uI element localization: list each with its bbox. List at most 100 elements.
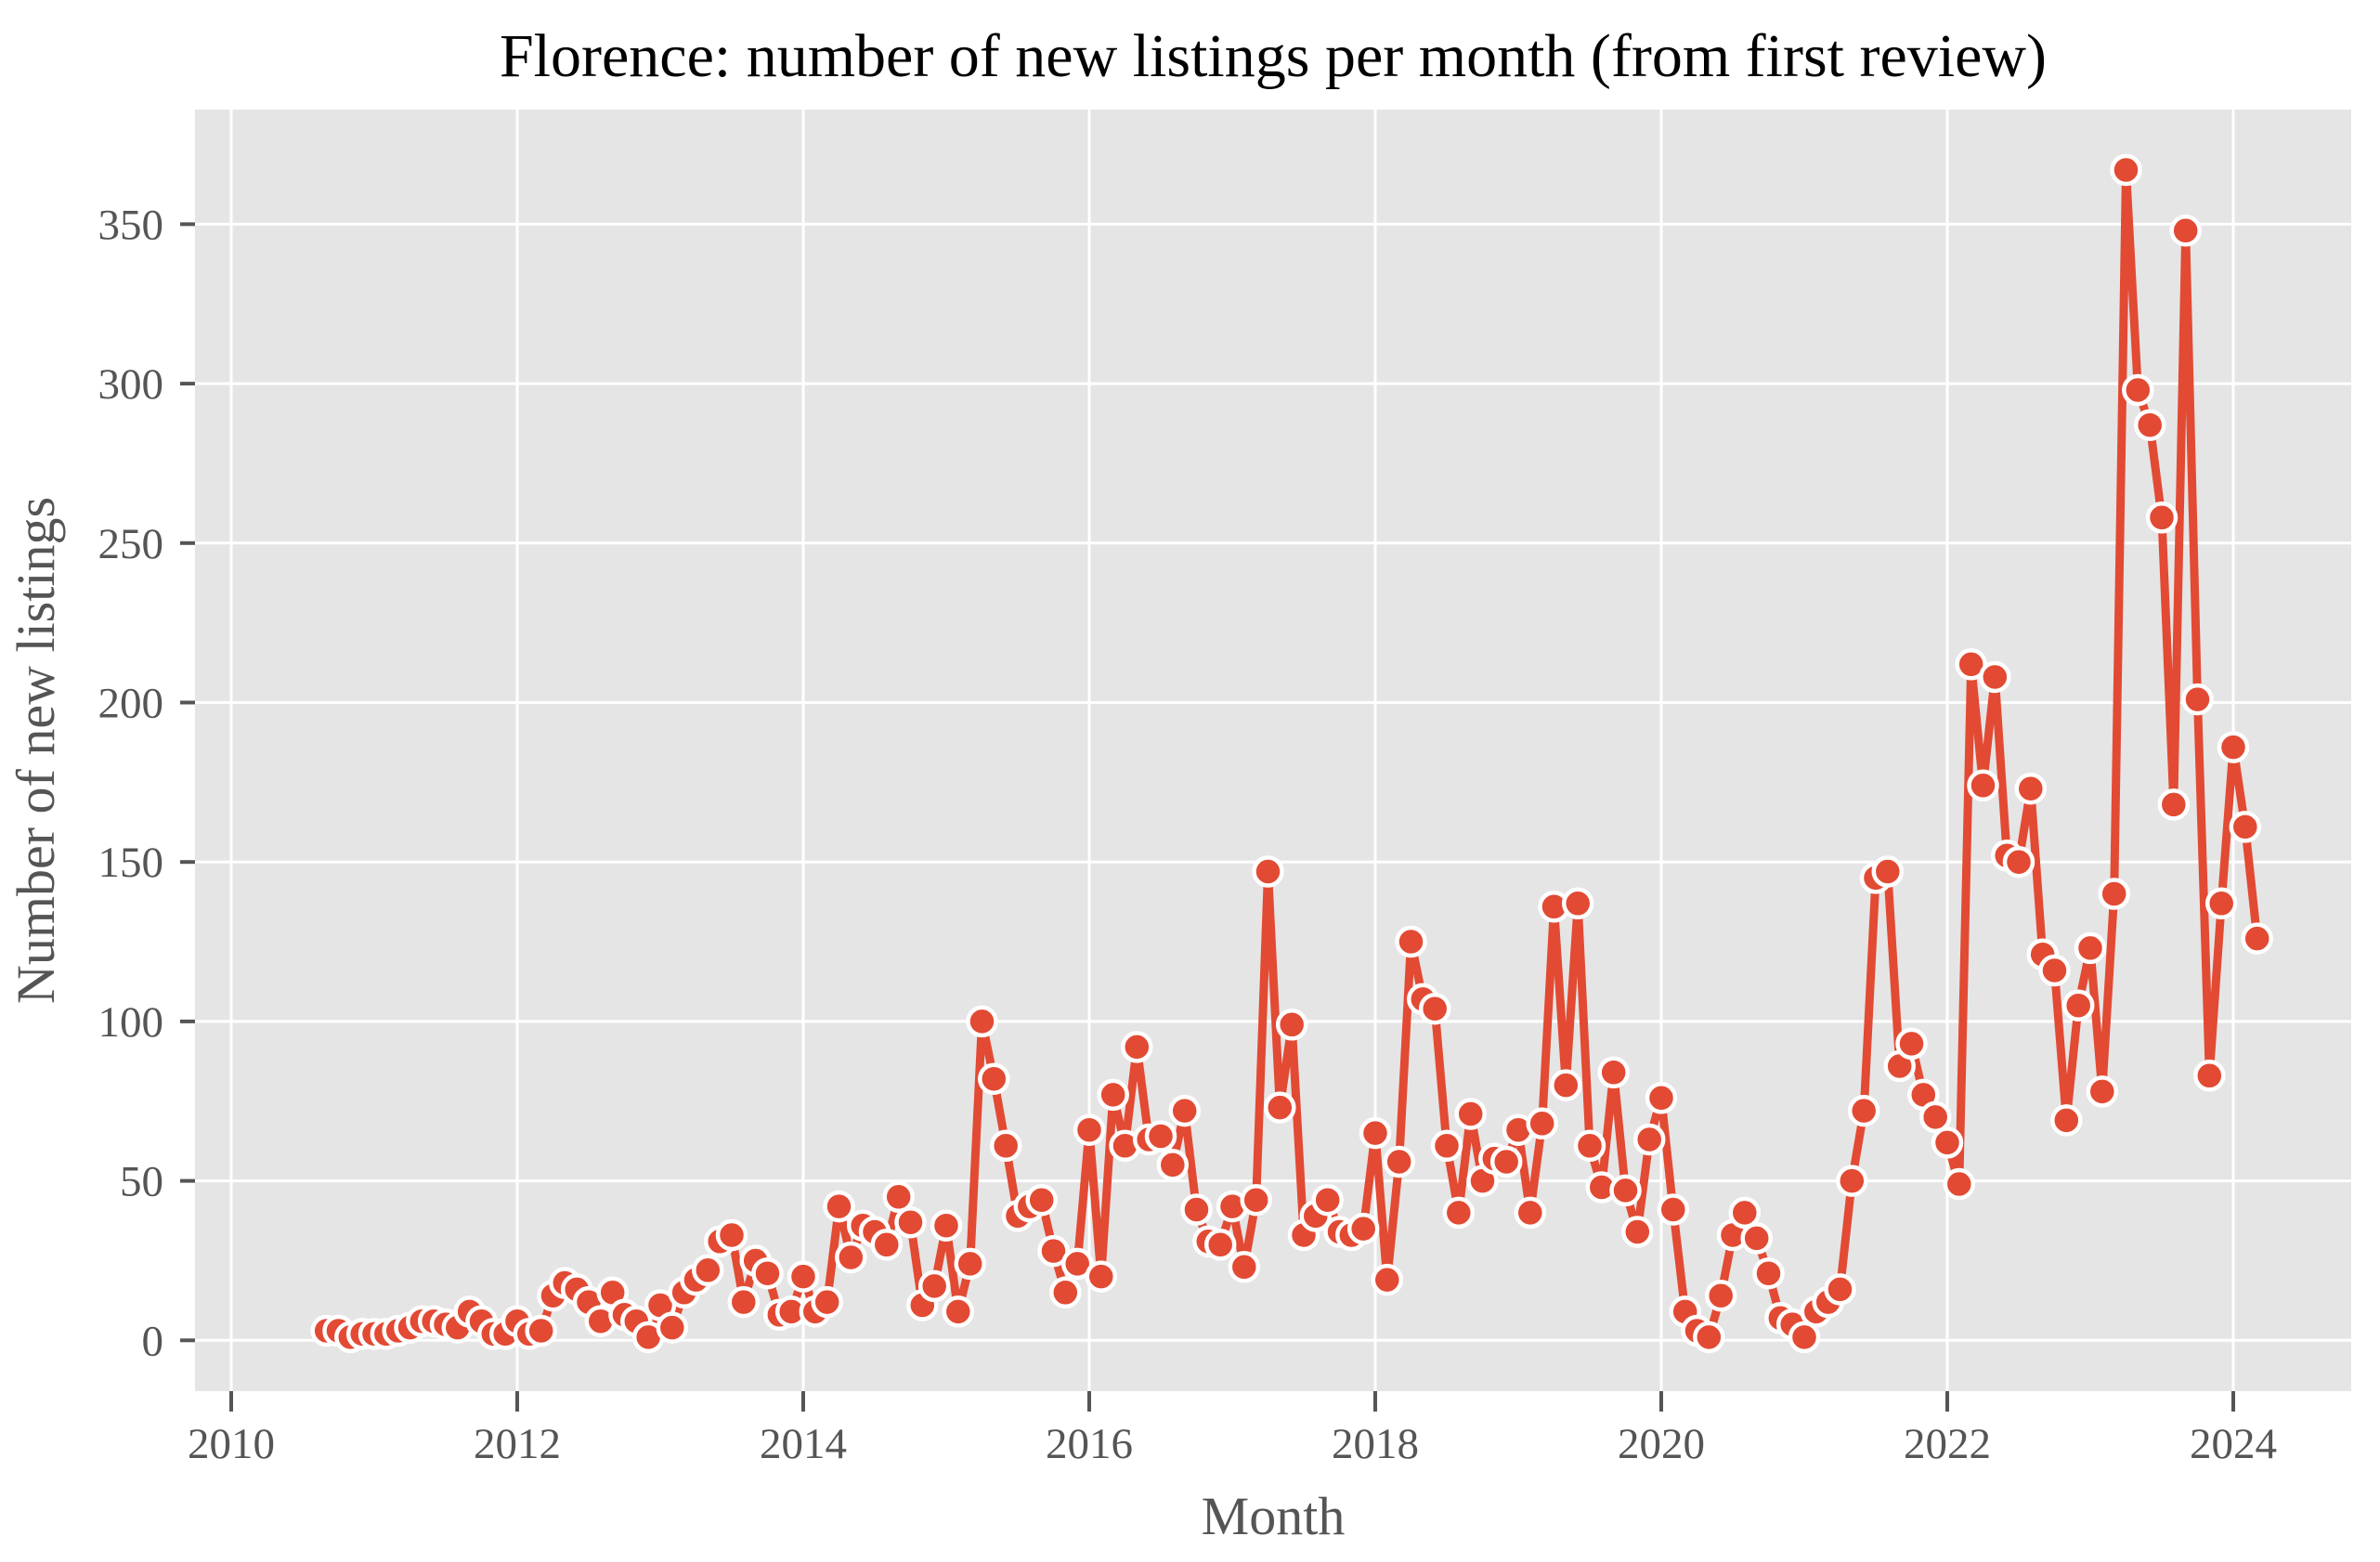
data-point — [894, 1205, 927, 1239]
data-point — [1597, 1056, 1630, 1089]
data-point — [1144, 1120, 1177, 1152]
x-tick-label: 2016 — [1046, 1420, 1133, 1468]
x-tick-label: 2010 — [188, 1420, 275, 1468]
data-point — [1156, 1149, 1190, 1181]
data-point — [2193, 1060, 2226, 1092]
data-point — [1550, 1069, 1582, 1101]
data-point — [715, 1218, 748, 1252]
x-tick-label: 2014 — [760, 1420, 847, 1468]
data-point — [966, 1005, 998, 1038]
x-tick-label: 2018 — [1332, 1420, 1419, 1468]
x-tick-label: 2024 — [2190, 1420, 2277, 1468]
data-point — [2145, 501, 2178, 534]
data-point — [1359, 1116, 1392, 1150]
data-point — [1788, 1321, 1821, 1354]
y-axis-label: Number of new listings — [6, 497, 66, 1004]
data-point — [1418, 992, 1451, 1025]
data-point — [1931, 1126, 1964, 1159]
data-point — [1693, 1321, 1725, 1354]
data-point — [930, 1209, 963, 1242]
data-point — [1168, 1094, 1201, 1127]
data-point — [656, 1311, 689, 1344]
data-point — [692, 1254, 724, 1287]
data-point — [751, 1256, 784, 1290]
data-point — [727, 1285, 761, 1319]
data-point — [2002, 845, 2035, 879]
data-point — [2038, 954, 2071, 987]
data-point — [1346, 1212, 1380, 1245]
data-point — [1895, 1027, 1928, 1061]
data-point — [978, 1062, 1010, 1095]
data-point — [2122, 373, 2154, 407]
data-point — [1371, 1263, 1404, 1296]
y-tick-label: 0 — [142, 1317, 164, 1365]
plot-area — [195, 110, 2351, 1391]
data-point — [1752, 1256, 1785, 1290]
data-point — [1180, 1193, 1213, 1226]
data-point — [1203, 1229, 1237, 1261]
data-point — [1311, 1183, 1344, 1217]
data-point — [1228, 1251, 1261, 1283]
data-point — [1383, 1145, 1415, 1178]
data-point — [787, 1260, 820, 1293]
y-tick-label: 200 — [98, 680, 164, 728]
data-point — [811, 1285, 843, 1319]
data-point — [1657, 1193, 1690, 1226]
data-point — [1049, 1276, 1082, 1309]
data-point — [2133, 409, 2166, 441]
data-point — [1252, 855, 1284, 888]
x-axis-label: Month — [1202, 1486, 1346, 1546]
y-tick-label: 50 — [120, 1158, 163, 1206]
data-point — [1097, 1078, 1129, 1112]
data-point — [1264, 1091, 1296, 1124]
data-point — [1704, 1279, 1737, 1312]
data-point — [1836, 1165, 1868, 1197]
data-point — [1240, 1183, 1272, 1217]
data-point — [1740, 1222, 1773, 1255]
data-point — [1955, 648, 1987, 681]
data-point — [835, 1241, 867, 1274]
y-tick-label: 150 — [98, 839, 164, 887]
data-point — [1943, 1167, 1976, 1201]
data-point — [2061, 989, 2095, 1022]
data-point — [1025, 1183, 1058, 1217]
data-point — [1430, 1129, 1463, 1163]
data-point — [1060, 1247, 1094, 1281]
data-point — [2217, 731, 2250, 763]
data-point — [2169, 215, 2202, 247]
data-point — [2110, 153, 2142, 187]
data-point — [917, 1269, 951, 1303]
data-point — [1918, 1100, 1952, 1134]
data-point — [2157, 788, 2191, 821]
data-point — [870, 1229, 904, 1261]
chart-title: Florence: number of new listings per mon… — [500, 22, 2047, 90]
data-point — [1526, 1107, 1558, 1140]
x-tick-label: 2012 — [474, 1420, 561, 1468]
data-point — [2229, 811, 2262, 843]
data-point — [1037, 1234, 1070, 1268]
data-point — [525, 1314, 557, 1347]
y-tick-label: 300 — [98, 360, 164, 409]
data-point — [1454, 1098, 1487, 1130]
data-point — [1871, 855, 1905, 888]
data-point — [882, 1180, 915, 1214]
data-point — [2014, 772, 2048, 805]
data-point — [1621, 1216, 1654, 1248]
data-point — [1489, 1145, 1523, 1178]
data-point — [1121, 1031, 1153, 1063]
data-point — [2204, 887, 2238, 920]
data-point — [1275, 1009, 1308, 1041]
data-point — [2098, 878, 2130, 910]
data-point — [1847, 1094, 1880, 1127]
data-point — [1561, 887, 1594, 920]
data-point — [1609, 1174, 1642, 1207]
x-tick-label: 2020 — [1618, 1420, 1705, 1468]
data-point — [2086, 1075, 2119, 1108]
data-point — [2181, 683, 2214, 716]
x-tick-label: 2022 — [1904, 1420, 1991, 1468]
data-point — [823, 1190, 855, 1223]
data-point — [989, 1129, 1022, 1163]
data-point — [1573, 1129, 1606, 1163]
